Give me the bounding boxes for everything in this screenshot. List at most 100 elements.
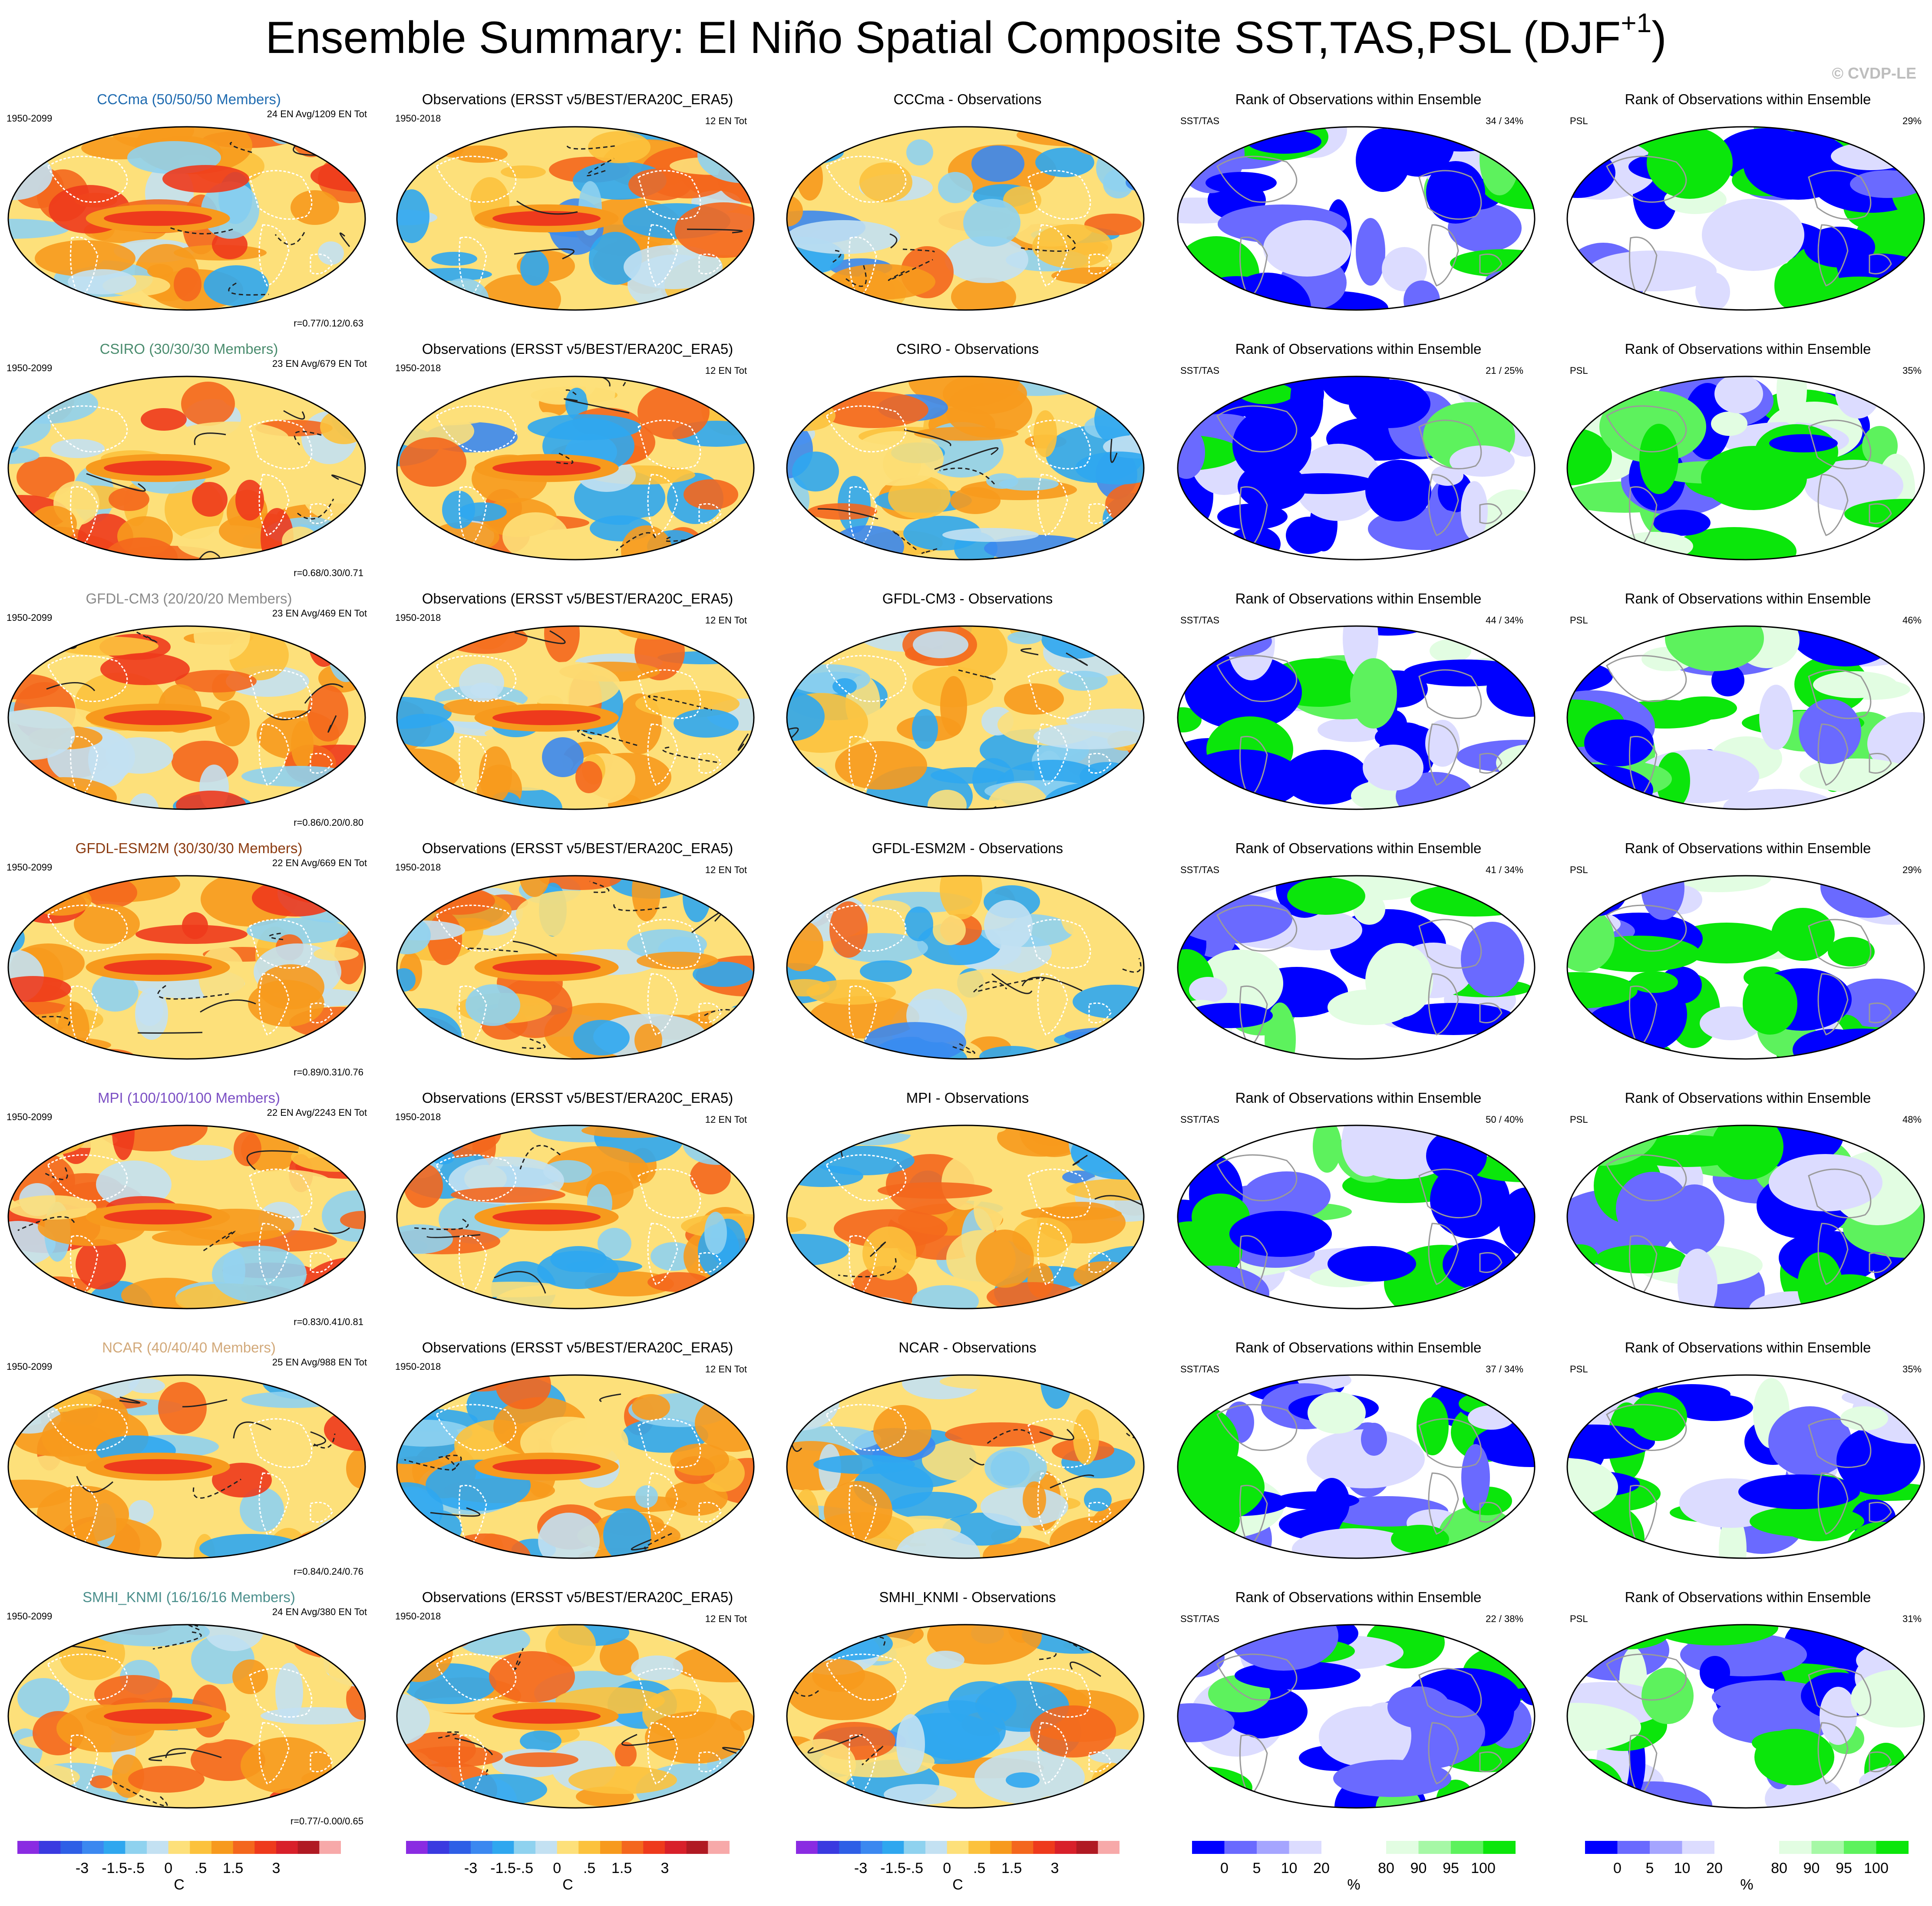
colorbar-tick-label: 5 (1252, 1860, 1261, 1876)
panel-GFDL-CM3-diff: GFDL-CM3 - Observations (785, 590, 1150, 834)
event-count: 23 EN Avg/469 EN Tot (272, 608, 367, 619)
period-label: 1950-2018 (395, 1611, 441, 1622)
rank-var-label: SST/TAS (1180, 365, 1220, 376)
map-rank (1566, 376, 1925, 561)
panel-NCAR-rank-sst: Rank of Observations within Ensemble SST/… (1176, 1339, 1541, 1583)
colorbar-swatch (82, 1841, 104, 1854)
map-diff (786, 1624, 1145, 1809)
panel-SMHI_KNMI-diff: SMHI_KNMI - Observations (785, 1589, 1150, 1832)
colorbar-swatch (492, 1841, 514, 1854)
colorbar-swatch (1386, 1841, 1419, 1854)
panel-title: Observations (ERSST v5/BEST/ERA20C_ERA5) (422, 341, 733, 357)
colorbar-swatch (1192, 1841, 1225, 1854)
panel-title: Rank of Observations within Ensemble (1625, 341, 1871, 357)
panel-title: Rank of Observations within Ensemble (1625, 590, 1871, 607)
panel-CCCma-model: CCCma (50/50/50 Members) 1950-2099 24 EN A… (7, 91, 371, 334)
colorbar-swatch (796, 1841, 818, 1854)
colorbar-tick-label: 80 (1771, 1860, 1787, 1876)
panel-title: Rank of Observations within Ensemble (1625, 1589, 1871, 1605)
colorbar-tick-label: 95 (1836, 1860, 1852, 1876)
colorbar-tick-label: -3 (464, 1860, 478, 1876)
period-label: 1950-2099 (7, 113, 53, 124)
event-count: 12 EN Tot (705, 1114, 747, 1125)
map-model (7, 1124, 366, 1309)
panel-title: Observations (ERSST v5/BEST/ERA20C_ERA5) (422, 1589, 733, 1605)
colorbar-swatches (406, 1841, 730, 1854)
panel-GFDL-ESM2M-rank-psl: Rank of Observations within Ensemble PSL 2… (1565, 840, 1930, 1083)
period-label: 1950-2099 (7, 363, 53, 373)
colorbar-swatch (471, 1841, 493, 1854)
panel-title: Observations (ERSST v5/BEST/ERA20C_ERA5) (422, 590, 733, 607)
colorbar-tick-label: 0 (1220, 1860, 1229, 1876)
colorbar-swatch (1779, 1841, 1812, 1854)
rank-var-label: PSL (1570, 864, 1588, 875)
panel-CCCma-rank-psl: Rank of Observations within Ensemble PSL 2… (1565, 91, 1930, 334)
colorbar-tick-label: -1.5 (490, 1860, 516, 1876)
colorbar-swatch (1483, 1841, 1516, 1854)
rank-percent: 44 / 34% (1486, 615, 1523, 626)
rank-percent: 31% (1902, 1613, 1922, 1624)
colorbar-swatch (665, 1841, 687, 1854)
event-count: 22 EN Avg/2243 EN Tot (267, 1107, 367, 1118)
colorbar-swatch (39, 1841, 61, 1854)
period-label: 1950-2018 (395, 1111, 441, 1122)
panel-SMHI_KNMI-rank-sst: Rank of Observations within Ensemble SST/… (1176, 1589, 1541, 1832)
event-count: 12 EN Tot (705, 1364, 747, 1375)
colorbar-tick-label: .5 (194, 1860, 207, 1876)
pattern-correlation: r=0.84/0.24/0.76 (294, 1566, 363, 1577)
map-diff (786, 1124, 1145, 1309)
map-rank (1177, 875, 1536, 1060)
map-model (7, 625, 366, 810)
colorbar-swatch (147, 1841, 169, 1854)
panel-GFDL-ESM2M-obs: Observations (ERSST v5/BEST/ERA20C_ERA5)… (395, 840, 760, 1083)
rank-percent: 41 / 34% (1486, 864, 1523, 875)
colorbar-swatch (1055, 1841, 1077, 1854)
panel-CSIRO-rank-sst: Rank of Observations within Ensemble SST/… (1176, 341, 1541, 584)
colorbar-swatch (839, 1841, 861, 1854)
colorbar-tick-label: .5 (583, 1860, 596, 1876)
panel-NCAR-obs: Observations (ERSST v5/BEST/ERA20C_ERA5)… (395, 1339, 760, 1583)
colorbar-tick-label: 95 (1443, 1860, 1459, 1876)
period-label: 1950-2018 (395, 862, 441, 873)
figure-title: Ensemble Summary: El Niño Spatial Compos… (265, 8, 1667, 63)
colorbar-swatch (968, 1841, 991, 1854)
event-count: 12 EN Tot (705, 864, 747, 875)
colorbar-swatch (1011, 1841, 1034, 1854)
colorbar-swatch (1811, 1841, 1844, 1854)
colorbar-tick-label: 10 (1674, 1860, 1691, 1876)
colorbar-swatches (1192, 1841, 1516, 1854)
map-model (7, 1374, 366, 1559)
panel-title: Rank of Observations within Ensemble (1235, 91, 1482, 107)
panel-title: CSIRO (30/30/30 Members) (99, 341, 278, 357)
colorbar-tick-label: 100 (1864, 1860, 1889, 1876)
map-diff (786, 1374, 1145, 1559)
colorbar-tick-label: 3 (661, 1860, 669, 1876)
event-count: 25 EN Avg/988 EN Tot (272, 1357, 367, 1368)
colorbar-swatch (817, 1841, 839, 1854)
rank-var-label: PSL (1570, 115, 1588, 126)
colorbar-swatch (1354, 1841, 1387, 1854)
map-diff (786, 376, 1145, 561)
colorbar-swatch (211, 1841, 234, 1854)
colorbar-tick-label: -.5 (127, 1860, 145, 1876)
panel-GFDL-ESM2M-rank-sst: Rank of Observations within Ensemble SST/… (1176, 840, 1541, 1083)
map-obs (396, 126, 755, 311)
colorbar-tick-label: .5 (973, 1860, 986, 1876)
colorbar-swatch (297, 1841, 320, 1854)
panel-CCCma-obs: Observations (ERSST v5/BEST/ERA20C_ERA5)… (395, 91, 760, 334)
colorbar-temp-1: -3 -1.5 -.5 0 .5 1.5 3 C (17, 1841, 341, 1902)
panel-title: GFDL-CM3 - Observations (882, 590, 1053, 607)
rank-var-label: SST/TAS (1180, 615, 1220, 626)
rank-percent: 29% (1902, 864, 1922, 875)
colorbar-tick-label: 1.5 (1001, 1860, 1022, 1876)
colorbar-swatch (904, 1841, 926, 1854)
map-diff (786, 625, 1145, 810)
panel-title: Observations (ERSST v5/BEST/ERA20C_ERA5) (422, 1090, 733, 1106)
panel-GFDL-CM3-obs: Observations (ERSST v5/BEST/ERA20C_ERA5)… (395, 590, 760, 834)
map-rank (1177, 1374, 1536, 1559)
panel-title: SMHI_KNMI - Observations (879, 1589, 1056, 1605)
panel-title: NCAR (40/40/40 Members) (102, 1339, 276, 1355)
colorbar-temp-2: -3 -1.5 -.5 0 .5 1.5 3 C (406, 1841, 730, 1902)
colorbar-unit: C (562, 1876, 573, 1893)
colorbar-tick-label: -1.5 (102, 1860, 127, 1876)
